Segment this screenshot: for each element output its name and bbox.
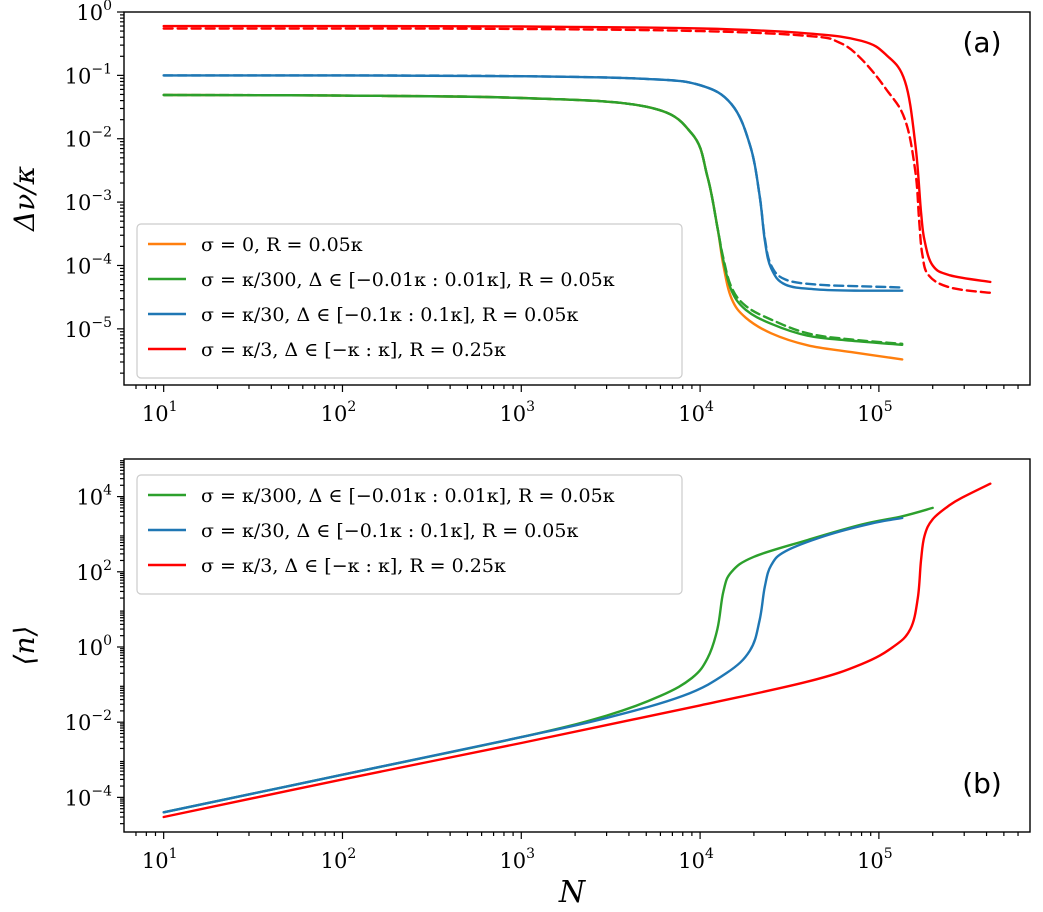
- y-tick-base: 10: [65, 254, 92, 278]
- x-tick-base: 10: [678, 849, 705, 873]
- x-tick-exponent: 1: [169, 399, 178, 415]
- x-tick-label: 103: [499, 846, 535, 873]
- series-line-dashed-4: [162, 74, 904, 289]
- y-tick-label: 10−1: [65, 61, 112, 88]
- x-tick-exponent: 5: [884, 846, 893, 862]
- y-tick-base: 10: [65, 786, 92, 810]
- x-tick-label: 102: [321, 399, 357, 426]
- y-tick-exponent: 0: [103, 633, 112, 649]
- x-tick-exponent: 3: [526, 399, 535, 415]
- y-tick-exponent: 2: [103, 558, 112, 574]
- x-tick-base: 10: [857, 402, 884, 426]
- series-line-2: [162, 482, 992, 819]
- x-tick-label: 103: [499, 399, 535, 426]
- legend-label: σ = κ/3, Δ ∈ [−κ : κ], R = 0.25κ: [201, 555, 506, 577]
- series-line-dashed-2: [162, 93, 904, 345]
- x-tick-base: 10: [142, 402, 169, 426]
- plot-frame: [123, 458, 1031, 833]
- legend-label: σ = κ/30, Δ ∈ [−0.1κ : 0.1κ], R = 0.05κ: [201, 520, 578, 542]
- y-tick-exponent: −2: [91, 708, 112, 724]
- series-line-5: [162, 24, 992, 284]
- y-tick-base: 10: [76, 486, 103, 510]
- x-tick-label: 104: [678, 846, 714, 873]
- panel-label: (a): [962, 26, 1001, 59]
- y-tick-base: 10: [65, 64, 92, 88]
- x-tick-base: 10: [857, 849, 884, 873]
- x-tick-label: 101: [142, 846, 178, 873]
- y-tick-label: 10−3: [65, 188, 112, 215]
- y-tick-exponent: −4: [91, 251, 112, 267]
- y-tick-base: 10: [76, 636, 103, 660]
- series-line-1: [162, 516, 904, 814]
- y-tick-exponent: −5: [91, 315, 112, 331]
- y-tick-label: 10−4: [65, 251, 112, 278]
- plot-frame: [123, 11, 1031, 386]
- y-tick-exponent: 0: [103, 0, 112, 14]
- y-tick-exponent: −2: [91, 125, 112, 141]
- x-tick-exponent: 5: [884, 399, 893, 415]
- x-tick-label: 104: [678, 399, 714, 426]
- x-axis-label: N: [558, 875, 587, 910]
- y-tick-label: 102: [76, 558, 112, 585]
- x-tick-exponent: 2: [347, 846, 356, 862]
- y-tick-base: 10: [65, 128, 92, 152]
- x-tick-label: 105: [857, 846, 893, 873]
- x-tick-label: 105: [857, 399, 893, 426]
- y-tick-label: 10−4: [65, 783, 112, 810]
- x-tick-base: 10: [321, 849, 348, 873]
- panel-label: (b): [962, 767, 1002, 800]
- y-tick-exponent: −4: [91, 783, 112, 799]
- x-tick-base: 10: [499, 849, 526, 873]
- x-tick-exponent: 1: [169, 846, 178, 862]
- x-tick-base: 10: [142, 849, 169, 873]
- legend-label: σ = 0, R = 0.05κ: [201, 234, 363, 256]
- x-tick-base: 10: [678, 402, 705, 426]
- legend-label: σ = κ/3, Δ ∈ [−κ : κ], R = 0.25κ: [201, 339, 506, 361]
- y-tick-base: 10: [65, 711, 92, 735]
- y-tick-label: 100: [76, 0, 112, 25]
- legend-label: σ = κ/300, Δ ∈ [−0.01κ : 0.01κ], R = 0.0…: [201, 485, 615, 507]
- x-tick-label: 102: [321, 846, 357, 873]
- y-tick-label: 104: [76, 483, 112, 510]
- x-tick-exponent: 3: [526, 846, 535, 862]
- series-line-dashed-6: [162, 27, 992, 294]
- y-tick-exponent: −3: [91, 188, 112, 204]
- y-axis-label: ⟨n⟩: [8, 626, 41, 666]
- y-tick-exponent: 4: [103, 483, 112, 499]
- y-tick-base: 10: [76, 561, 103, 585]
- x-tick-label: 101: [142, 399, 178, 426]
- y-tick-label: 100: [76, 633, 112, 660]
- legend-label: σ = κ/30, Δ ∈ [−0.1κ : 0.1κ], R = 0.05κ: [201, 304, 578, 326]
- legend-box: [136, 223, 683, 379]
- y-tick-label: 10−2: [65, 708, 112, 735]
- x-tick-base: 10: [499, 402, 526, 426]
- x-tick-exponent: 4: [705, 846, 714, 862]
- x-tick-exponent: 2: [347, 399, 356, 415]
- y-tick-exponent: −1: [91, 61, 112, 77]
- x-tick-base: 10: [321, 402, 348, 426]
- x-tick-exponent: 4: [705, 399, 714, 415]
- y-tick-base: 10: [76, 1, 103, 25]
- y-tick-base: 10: [65, 318, 92, 342]
- legend-box: [136, 474, 683, 595]
- y-tick-label: 10−5: [65, 315, 112, 342]
- y-axis-label: Δν/κ: [8, 166, 41, 232]
- y-tick-base: 10: [65, 191, 92, 215]
- panel-a: 101 102 103 104 10510−510−410−310−210−1100Δν…: [8, 0, 1031, 426]
- y-tick-label: 10−2: [65, 125, 112, 152]
- legend-label: σ = κ/300, Δ ∈ [−0.01κ : 0.01κ], R = 0.0…: [201, 269, 615, 291]
